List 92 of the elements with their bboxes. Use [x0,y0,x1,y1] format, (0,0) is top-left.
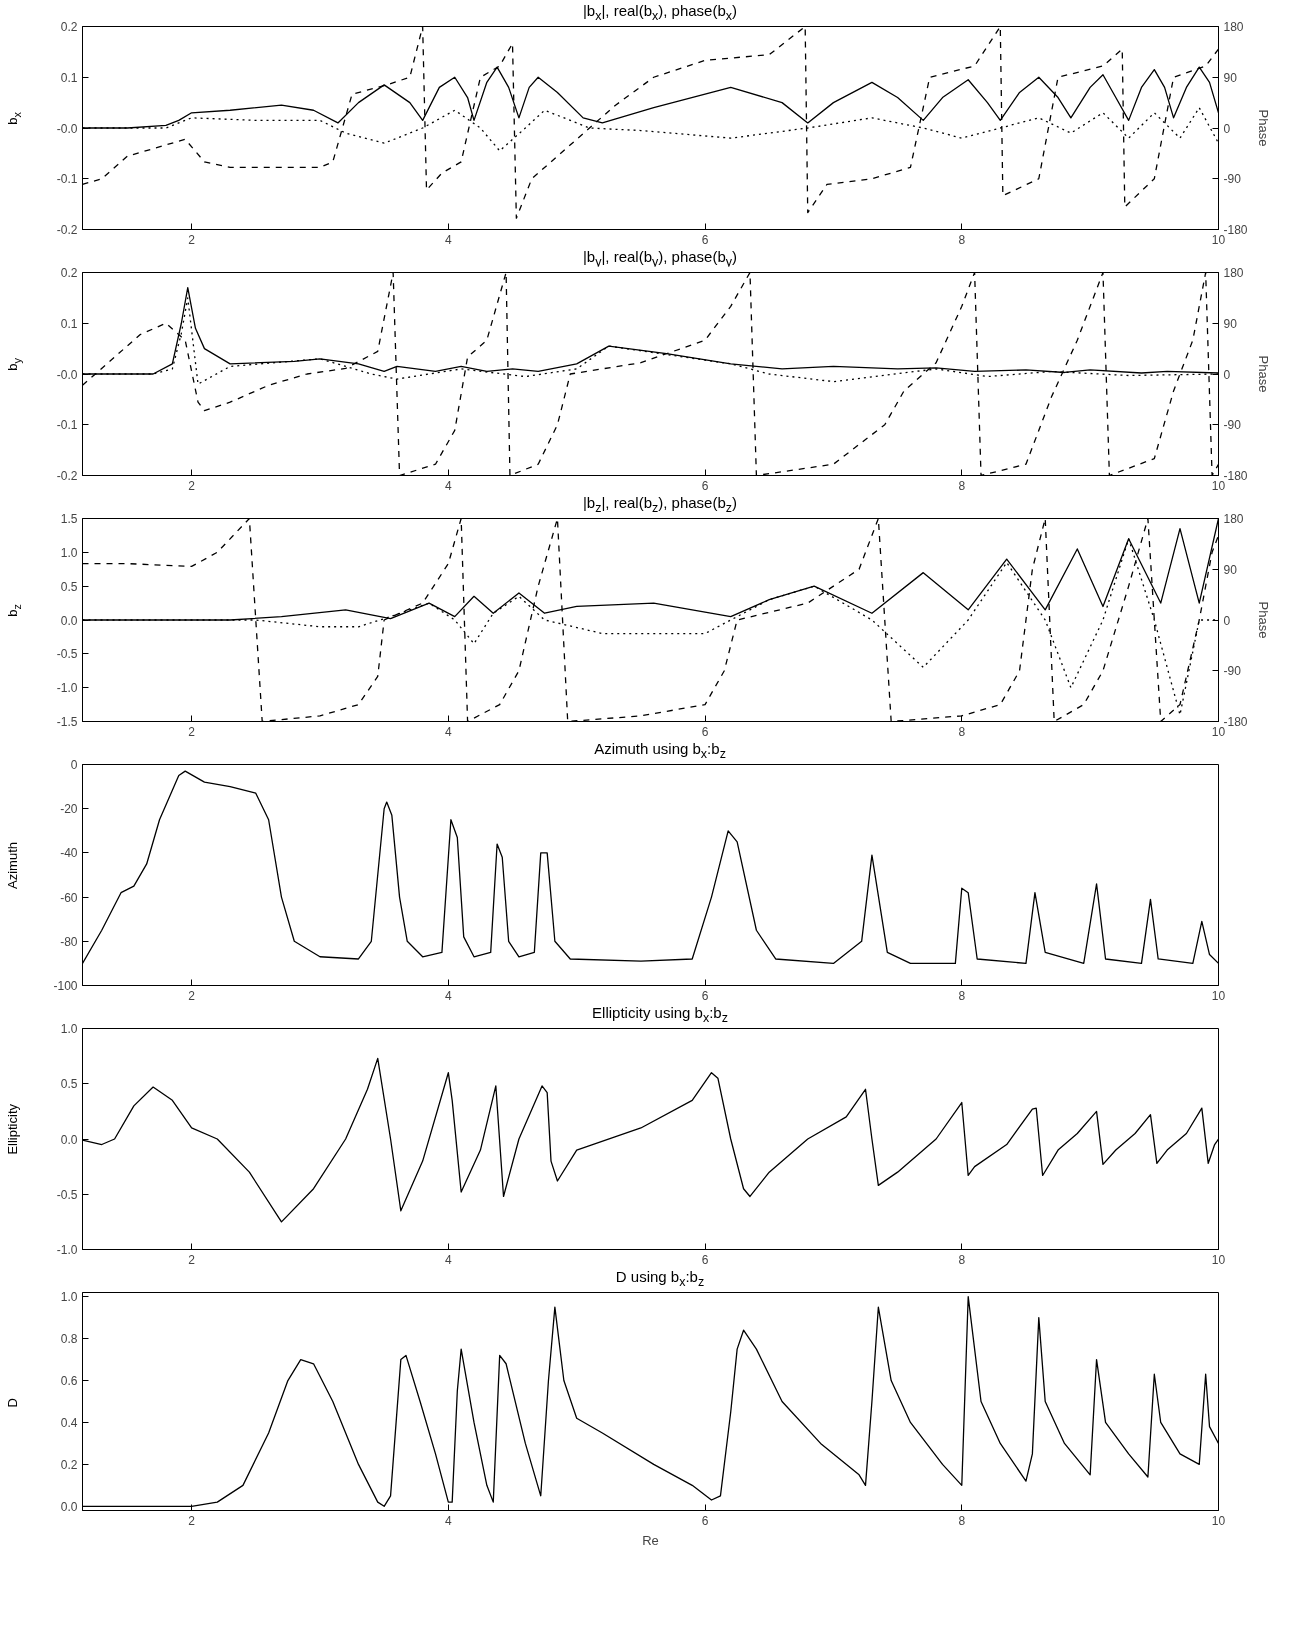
y-tick-label: 0.1 [60,316,78,331]
x-tick-label: 4 [444,1252,452,1267]
x-tick-label: 6 [701,724,709,739]
y-tick-label: 1.0 [60,1290,78,1305]
x-tick-label: 6 [701,1513,709,1528]
y2-tick-label: -180 [1223,715,1248,729]
y-tick-label: 0.0 [60,1499,78,1514]
chart-title: |b$_{x}$|, real(b$_{x}$), phase(b$_{x}$) [582,2,738,23]
y-tick-label: -1.5 [56,715,78,729]
y-tick-label: 0.2 [60,1457,78,1472]
x-tick-label: 2 [188,988,196,1003]
y2-tick-label: 180 [1223,512,1244,526]
y-tick-label: -1.0 [56,1243,78,1257]
y2-tick-label: 0 [1223,121,1231,136]
x-tick-label: 8 [958,1513,966,1528]
y2-axis-title: Phase [1255,109,1271,147]
y-tick-label: -0.0 [56,121,78,136]
y-tick-label: 0.5 [60,1077,78,1092]
x-tick-label: 4 [444,478,452,493]
y2-tick-label: 90 [1223,316,1238,331]
x-tick-label: 4 [444,232,452,247]
line-series [82,272,1219,476]
x-tick-label: 6 [701,988,709,1003]
chart-title: D using b$_{x}$:b$_{z}$ [614,1267,706,1291]
x-tick-label: 10 [1211,724,1226,739]
y-tick-label: 0.6 [60,1374,78,1389]
chart-title: Ellipticity using b$_{x}$:b$_{z}$ [592,1004,728,1025]
y-axis-title: Azimuth [4,841,21,889]
y-tick-label: 0.0 [60,613,78,628]
x-tick-label: 6 [701,232,709,247]
y-axis-title: Ellipticity [4,1103,21,1155]
x-tick-label: 8 [958,724,966,739]
x-tick-label: 4 [444,1513,452,1528]
y-tick-label: -0.5 [56,1187,78,1202]
x-tick-label: 10 [1211,232,1226,247]
x-tick-label: 10 [1211,1513,1226,1528]
y2-axis-title: Phase [1255,355,1271,393]
y2-tick-label: 180 [1223,266,1244,280]
y-tick-label: -100 [53,979,78,993]
y2-tick-label: -180 [1223,469,1248,483]
y-tick-label: 0.2 [60,20,78,34]
y2-tick-label: 90 [1223,70,1238,85]
x-tick-label: 2 [188,1513,196,1528]
x-tick-label: 8 [958,478,966,493]
x-tick-label: 8 [958,988,966,1003]
y-tick-label: 1.0 [60,545,78,560]
x-tick-label: 2 [188,724,196,739]
y-tick-label: -40 [60,846,78,861]
x-tick-label: 2 [188,232,196,247]
x-tick-label: 10 [1211,1252,1226,1267]
y-tick-label: 0.5 [60,579,78,594]
y2-tick-label: 0 [1223,613,1231,628]
y-tick-label: -0.2 [56,469,78,483]
y-tick-label: -1.0 [56,681,78,696]
y-tick-label: 0.4 [60,1415,78,1430]
x-tick-label: 6 [701,1252,709,1267]
x-tick-label: 4 [444,724,452,739]
y-tick-label: -80 [60,934,78,949]
y2-tick-label: 180 [1223,20,1244,34]
y-axis-title: D [4,1398,21,1408]
y2-tick-label: -90 [1223,418,1242,433]
y-tick-label: 0 [70,758,78,772]
y-tick-label: -20 [60,802,78,817]
y2-tick-label: 0 [1223,367,1231,382]
x-tick-label: 4 [444,988,452,1003]
x-tick-label: 10 [1211,988,1226,1003]
x-tick-label: 10 [1211,478,1226,493]
y-tick-label: -0.1 [56,172,78,187]
y-tick-label: -0.2 [56,223,78,237]
y2-tick-label: -90 [1223,664,1242,679]
x-tick-label: 2 [188,1252,196,1267]
x-tick-label: 8 [958,232,966,247]
y-tick-label: 0.0 [60,1132,78,1147]
y2-axis-title: Phase [1255,601,1271,639]
x-axis-title: Re [642,1532,659,1548]
y-tick-label: 0.8 [60,1332,78,1347]
y2-tick-label: -90 [1223,172,1242,187]
y-tick-label: -60 [60,890,78,905]
y2-tick-label: 90 [1223,562,1238,577]
y-tick-label: 0.1 [60,70,78,85]
y-tick-label: 1.5 [60,512,78,526]
y-tick-label: -0.5 [56,647,78,662]
y-tick-label: -0.0 [56,367,78,382]
y-tick-label: 1.0 [60,1022,78,1036]
y-tick-label: -0.1 [56,418,78,433]
x-tick-label: 8 [958,1252,966,1267]
y-tick-label: 0.2 [60,266,78,280]
x-tick-label: 6 [701,478,709,493]
x-tick-label: 2 [188,478,196,493]
chart-title: |b$_{z}$|, real(b$_{z}$), phase(b$_{z}$) [582,494,738,515]
chart-title: Azimuth using b$_{x}$:b$_{z}$ [594,740,726,761]
y2-tick-label: -180 [1223,223,1248,237]
